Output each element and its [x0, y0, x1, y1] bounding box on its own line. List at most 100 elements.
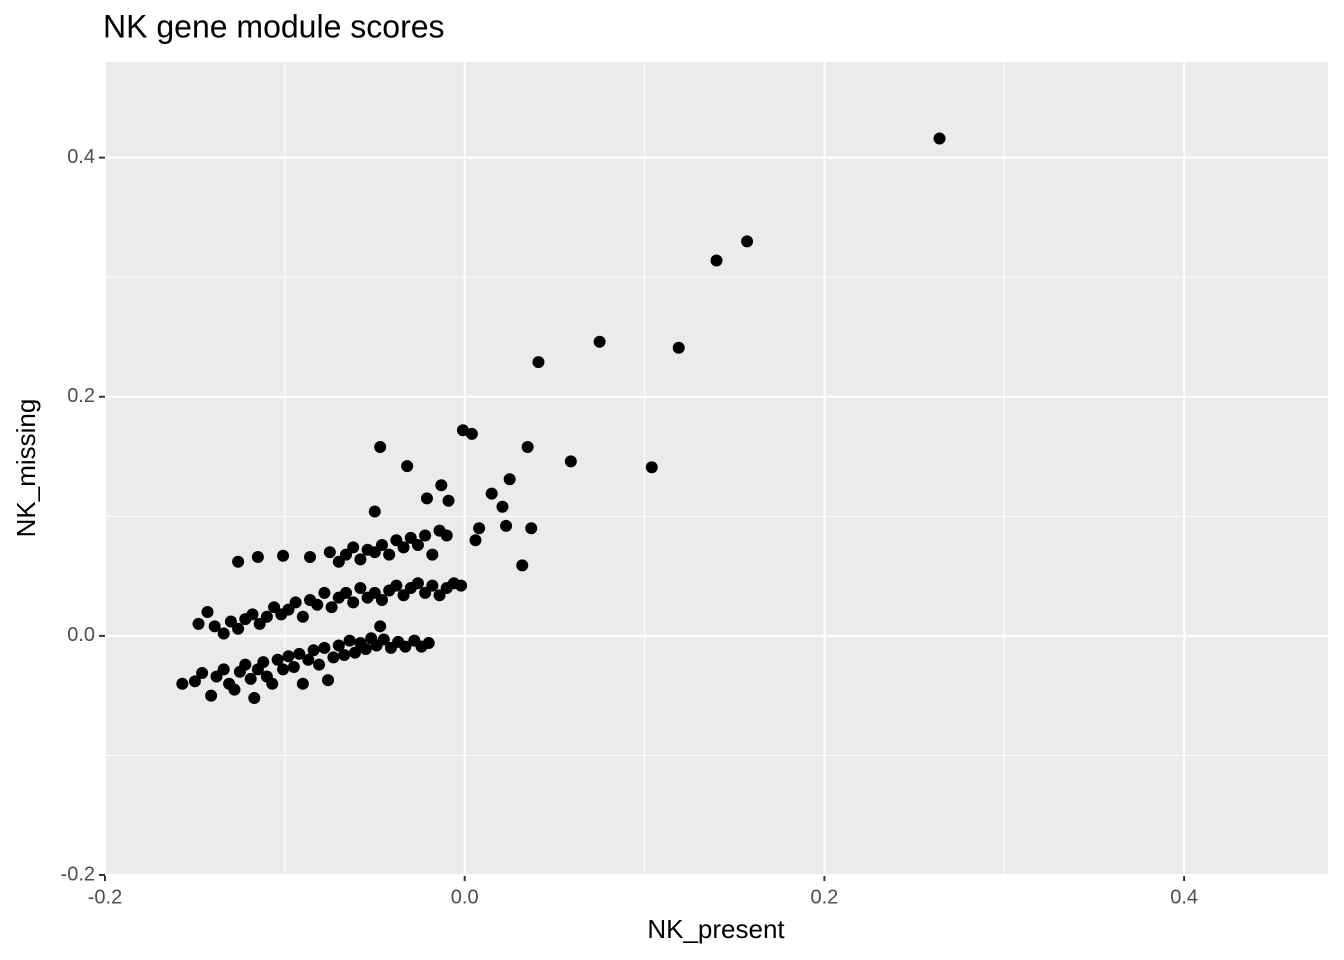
- point: [296, 610, 309, 623]
- point: [248, 692, 261, 705]
- point: [593, 335, 606, 348]
- point: [354, 553, 367, 566]
- x-tick-label: 0.2: [811, 886, 839, 908]
- point: [354, 582, 367, 595]
- point: [455, 579, 468, 592]
- point: [307, 644, 320, 657]
- point: [465, 427, 478, 440]
- point: [374, 440, 387, 453]
- point: [374, 620, 387, 633]
- point: [208, 620, 221, 633]
- y-tick-label: 0.4: [67, 146, 95, 168]
- y-tick-label: -0.2: [61, 863, 95, 885]
- point: [377, 633, 390, 646]
- point: [192, 617, 205, 630]
- point: [260, 610, 273, 623]
- point: [232, 555, 245, 568]
- point: [710, 254, 723, 267]
- point: [188, 675, 201, 688]
- point: [564, 455, 577, 468]
- point: [318, 641, 331, 654]
- y-tick-label: 0.2: [67, 385, 95, 407]
- point: [257, 656, 270, 669]
- point: [469, 534, 482, 547]
- point: [933, 132, 946, 145]
- point: [422, 637, 435, 650]
- point: [375, 594, 388, 607]
- point: [232, 622, 245, 635]
- point: [532, 356, 545, 369]
- point: [296, 677, 309, 690]
- plot-panel: [105, 62, 1328, 875]
- point: [420, 492, 433, 505]
- chart-title: NK gene module scores: [103, 8, 445, 44]
- point: [411, 539, 424, 552]
- point: [228, 683, 241, 696]
- y-tick-label: 0.0: [67, 624, 95, 646]
- x-tick-label: 0.0: [451, 886, 479, 908]
- point: [473, 522, 486, 535]
- point: [293, 647, 306, 660]
- point: [347, 596, 360, 609]
- x-tick-label: 0.4: [1170, 886, 1198, 908]
- point: [456, 424, 469, 437]
- point: [205, 689, 218, 702]
- point: [313, 658, 326, 671]
- point: [348, 646, 361, 659]
- point: [239, 658, 252, 671]
- point: [311, 598, 324, 611]
- point: [282, 650, 295, 663]
- point: [343, 634, 356, 647]
- point: [426, 548, 439, 561]
- point: [217, 627, 230, 640]
- point: [196, 666, 209, 679]
- point: [411, 577, 424, 590]
- point: [289, 596, 302, 609]
- point: [266, 677, 279, 690]
- point: [277, 549, 290, 562]
- point: [359, 643, 372, 656]
- point: [397, 541, 410, 554]
- point: [645, 461, 658, 474]
- point: [516, 559, 529, 572]
- point: [340, 586, 353, 599]
- point: [318, 586, 331, 599]
- point: [246, 608, 259, 621]
- point: [338, 649, 351, 662]
- point: [435, 479, 448, 492]
- point: [521, 440, 534, 453]
- point: [383, 548, 396, 561]
- point: [485, 487, 498, 500]
- point: [277, 663, 290, 676]
- point: [426, 579, 439, 592]
- y-axis-title: NK_missing: [11, 399, 41, 538]
- point: [390, 579, 403, 592]
- point: [500, 519, 513, 532]
- point: [401, 460, 414, 473]
- point: [368, 505, 381, 518]
- point: [302, 653, 315, 666]
- point: [322, 674, 335, 687]
- point: [271, 653, 284, 666]
- point: [332, 639, 345, 652]
- point: [375, 539, 388, 552]
- point: [176, 677, 189, 690]
- x-tick-label: -0.2: [88, 886, 122, 908]
- point: [325, 601, 338, 614]
- point: [323, 546, 336, 559]
- point: [672, 341, 685, 354]
- point: [496, 500, 509, 513]
- point: [287, 660, 300, 673]
- point: [251, 550, 264, 563]
- point: [419, 529, 432, 542]
- point: [201, 605, 214, 618]
- point: [440, 529, 453, 542]
- point: [503, 473, 516, 486]
- x-axis-title: NK_present: [647, 914, 785, 944]
- point: [442, 494, 455, 507]
- point: [525, 522, 538, 535]
- point: [399, 640, 412, 653]
- point: [244, 672, 257, 685]
- point: [217, 663, 230, 676]
